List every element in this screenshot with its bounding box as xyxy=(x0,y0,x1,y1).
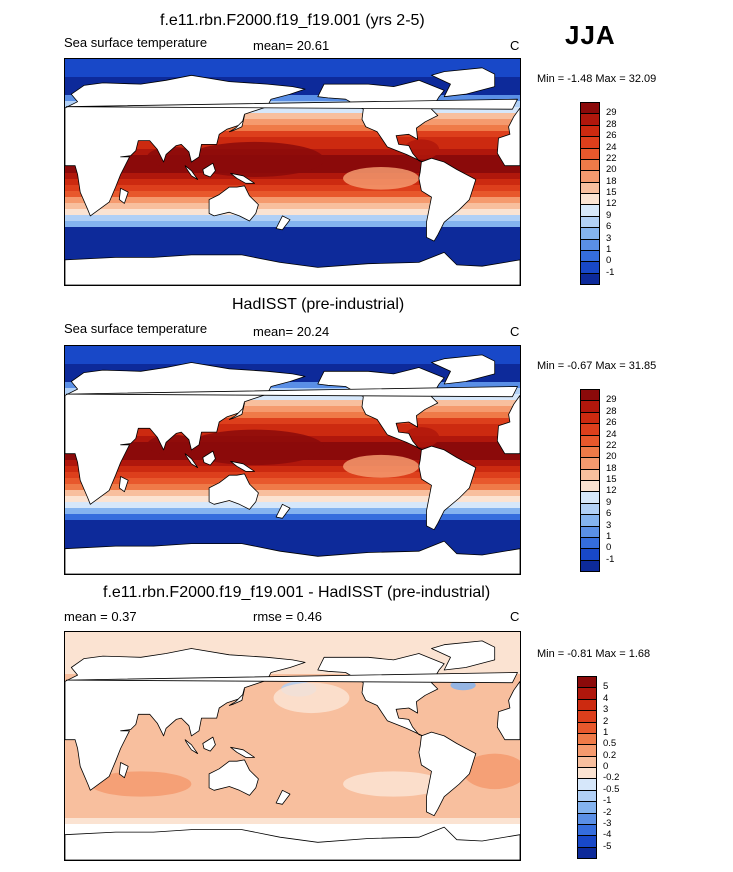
colorbar-label: 0 xyxy=(603,761,609,772)
colorbar-label: 29 xyxy=(606,394,617,406)
colorbar-swatch xyxy=(580,272,600,285)
colorbar-label: 26 xyxy=(606,130,617,142)
colorbar-label: -2 xyxy=(603,806,612,818)
colorbar-label: 18 xyxy=(606,462,617,474)
colorbar-label: 15 xyxy=(606,187,617,198)
colorbar-label: 22 xyxy=(606,439,617,451)
colorbar-label: 12 xyxy=(606,485,617,497)
colorbar-label: 0.5 xyxy=(603,738,617,750)
colorbar-label: -1 xyxy=(606,553,615,565)
colorbar-label: 3 xyxy=(606,519,612,531)
colorbar-label: 18 xyxy=(606,175,617,187)
panel-3-map xyxy=(64,631,521,861)
colorbar-label: 5 xyxy=(603,681,609,693)
colorbar-label: 3 xyxy=(603,704,609,716)
colorbar-label: -0.5 xyxy=(603,783,620,795)
panel-1-colorbar: 29 28 26 24 22 20 18 15 12 9 6 3 1 0 -1 xyxy=(580,102,640,285)
colorbar-label: 1 xyxy=(606,243,612,255)
panel-3-colorbar: 5 4 3 2 1 0.5 0.2 0 -0.2 -0.5 -1 -2 -3 -4 -5 xyxy=(577,676,637,859)
panel-2-title: HadISST (pre-industrial) xyxy=(232,296,405,313)
colorbar-label: 20 xyxy=(606,451,617,463)
panel-2-minmax: Min = -0.67 Max = 31.85 xyxy=(537,360,657,372)
colorbar-label: -1 xyxy=(606,266,615,278)
colorbar-label: 28 xyxy=(606,118,617,130)
colorbar-label: 0 xyxy=(606,542,612,554)
panel-1-title: f.e11.rbn.F2000.f19_f19.001 (yrs 2-5) xyxy=(160,12,425,29)
panel-3-units: C xyxy=(510,609,520,624)
colorbar-label: 2 xyxy=(603,715,609,727)
season-label: JJA xyxy=(565,20,616,50)
colorbar-label: 3 xyxy=(606,232,612,244)
colorbar-label: -3 xyxy=(603,817,612,829)
colorbar-label: -5 xyxy=(603,840,612,852)
colorbar-label: 0 xyxy=(606,255,612,267)
colorbar-label: -0.2 xyxy=(603,772,620,784)
colorbar-label: 12 xyxy=(606,198,617,210)
colorbar-label: 29 xyxy=(606,107,617,119)
colorbar-label: 20 xyxy=(606,164,617,176)
panel-3-rmse: rmse = 0.46 xyxy=(253,609,323,624)
colorbar-label: 15 xyxy=(606,474,617,485)
panel-3-title: f.e11.rbn.F2000.f19_f19.001 - HadISST (p… xyxy=(103,584,491,601)
colorbar-label: 9 xyxy=(606,496,612,508)
colorbar-label: -4 xyxy=(603,829,612,841)
colorbar-label: 24 xyxy=(606,141,617,153)
colorbar-label: 22 xyxy=(606,152,617,164)
panel-1-map xyxy=(64,58,521,286)
colorbar-label: -1 xyxy=(603,795,612,807)
panel-1-minmax: Min = -1.48 Max = 32.09 xyxy=(537,73,657,85)
panel-1-mean: mean= 20.61 xyxy=(253,38,330,53)
colorbar-label: 0.2 xyxy=(603,749,617,761)
colorbar-swatch xyxy=(577,846,597,859)
panel-3-mean: mean = 0.37 xyxy=(64,609,137,624)
panel-2-units: C xyxy=(510,324,520,339)
colorbar-label: 9 xyxy=(606,209,612,221)
colorbar-label: 4 xyxy=(603,692,609,704)
panel-1-variable: Sea surface temperature xyxy=(64,35,208,50)
panel-2-mean: mean= 20.24 xyxy=(253,324,330,339)
panel-2-colorbar: 29 28 26 24 22 20 18 15 12 9 6 3 1 0 -1 xyxy=(580,389,640,572)
colorbar-swatch xyxy=(580,559,600,572)
colorbar-label: 6 xyxy=(606,508,612,520)
panel-1-units: C xyxy=(510,38,520,53)
panel-2-variable: Sea surface temperature xyxy=(64,321,208,336)
colorbar-label: 1 xyxy=(603,726,609,738)
colorbar-label: 6 xyxy=(606,221,612,233)
colorbar-label: 26 xyxy=(606,417,617,429)
colorbar-label: 24 xyxy=(606,428,617,440)
colorbar-label: 28 xyxy=(606,405,617,417)
panel-2-map xyxy=(64,345,521,575)
panel-3-minmax: Min = -0.81 Max = 1.68 xyxy=(537,648,651,660)
colorbar-label: 1 xyxy=(606,530,612,542)
